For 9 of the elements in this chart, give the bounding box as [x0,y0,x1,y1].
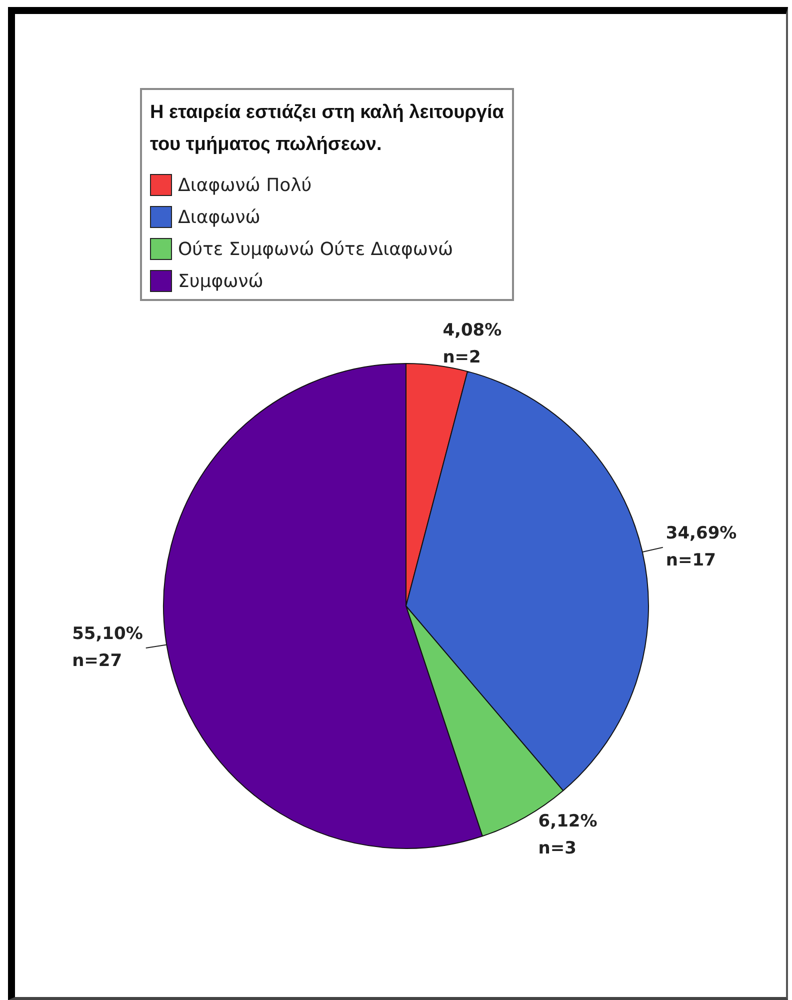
data-label: 6,12% n=3 [538,812,598,859]
legend-label: Διαφωνώ [178,206,260,228]
legend-title: Η εταιρεία εστιάζει στη καλή λειτουργία του τμήματος πωλήσεων. [150,101,505,157]
legend-label: Διαφωνώ Πολύ [178,174,312,196]
legend-label: Συμφωνώ [178,270,264,292]
data-label: 55,10% n=27 [72,624,143,671]
data-label: 4,08% n=2 [442,320,502,368]
data-label: 34,69% n=17 [666,523,737,570]
legend-label: Ούτε Συμφωνώ Ούτε Διαφωνώ [178,238,454,260]
